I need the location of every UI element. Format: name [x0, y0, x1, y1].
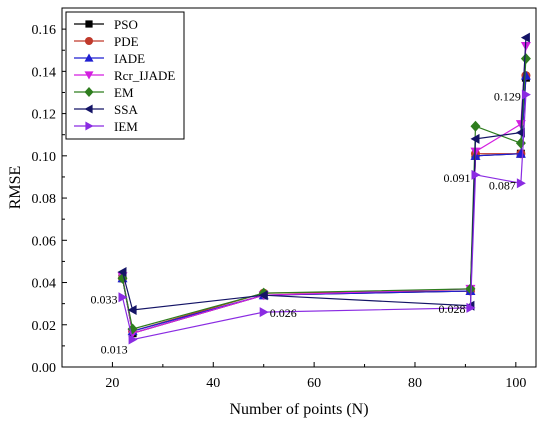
- y-axis-ticks: 0.00 0.02 0.04 0.06 0.08 0.10 0.12 0.14 0.16: [32, 23, 67, 376]
- y-tick-label: 0.02: [32, 319, 57, 334]
- legend-label: SSA: [114, 102, 138, 117]
- x-tick-label: 100: [505, 376, 526, 391]
- series-iem: [118, 89, 531, 345]
- data-point: [515, 148, 526, 158]
- x-axis-ticks: 20 40 60 80 100: [61, 362, 526, 391]
- legend-label: Rcr_IJADE: [114, 68, 175, 83]
- data-point: [470, 120, 481, 132]
- data-label: 0.129: [494, 90, 521, 104]
- data-point: [520, 53, 531, 65]
- y-axis-label: RMSE: [7, 166, 24, 210]
- data-point: [515, 127, 525, 138]
- y-tick-label: 0.04: [32, 277, 57, 292]
- data-label: 0.028: [438, 302, 465, 316]
- legend-label: PDE: [114, 34, 139, 49]
- y-tick-label: 0.08: [32, 192, 57, 207]
- data-point: [259, 307, 269, 318]
- data-point: [515, 137, 526, 149]
- series-group: [117, 32, 531, 345]
- data-label: 0.026: [270, 306, 297, 320]
- legend: PSO PDE IADE Rcr_IJADE EM SSA IEM: [65, 11, 185, 140]
- data-point: [466, 302, 476, 313]
- y-tick-label: 0.00: [32, 361, 57, 376]
- legend-marker: [85, 20, 93, 28]
- data-point: [127, 323, 138, 335]
- legend-label: IADE: [114, 51, 145, 66]
- data-point: [471, 169, 481, 180]
- data-point: [516, 178, 526, 189]
- x-axis-label: Number of points (N): [229, 401, 368, 418]
- y-tick-label: 0.12: [32, 108, 57, 123]
- legend-marker: [84, 53, 94, 62]
- data-point: [258, 290, 268, 301]
- annotations-group: 0.033 0.013 0.026 0.028 0.091 0.087 0.129: [91, 90, 521, 357]
- x-tick-label: 80: [408, 376, 422, 391]
- x-tick-label: 60: [307, 376, 321, 391]
- x-tick-label: 40: [206, 376, 220, 391]
- legend-marker: [84, 36, 94, 46]
- data-point: [128, 334, 138, 345]
- data-label: 0.091: [443, 171, 470, 185]
- x-tick-label: 20: [105, 376, 119, 391]
- legend-label: PSO: [114, 17, 138, 32]
- data-point: [118, 292, 128, 303]
- y-tick-label: 0.10: [32, 150, 57, 165]
- data-label: 0.033: [91, 292, 118, 306]
- legend-label: IEM: [114, 119, 138, 134]
- data-point: [521, 89, 531, 100]
- legend-label: EM: [114, 85, 134, 100]
- legend-marker: [84, 87, 94, 97]
- data-point: [127, 304, 137, 315]
- data-point: [117, 266, 127, 277]
- y-tick-label: 0.14: [32, 65, 57, 80]
- y-tick-label: 0.06: [32, 234, 57, 249]
- legend-marker: [84, 104, 93, 114]
- data-label: 0.013: [101, 343, 128, 357]
- legend-marker: [85, 121, 94, 131]
- data-label: 0.087: [489, 178, 516, 192]
- data-point: [520, 32, 530, 43]
- plot-frame: [61, 7, 537, 368]
- data-point: [470, 133, 480, 144]
- y-tick-label: 0.16: [32, 23, 57, 38]
- legend-marker: [84, 71, 94, 80]
